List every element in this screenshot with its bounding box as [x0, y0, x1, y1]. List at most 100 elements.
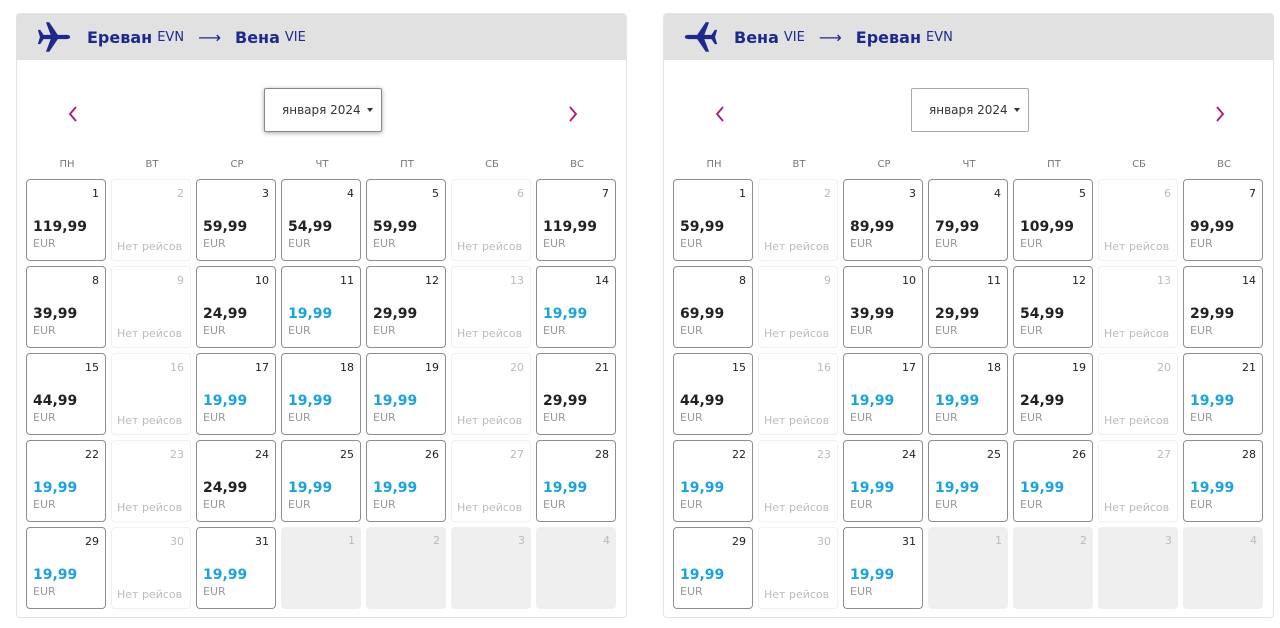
currency-label: EUR [850, 237, 873, 250]
weekday-label: ВТ [792, 159, 806, 170]
no-flights-label: Нет рейсов [764, 327, 830, 340]
weekday-label: ПН [59, 159, 75, 170]
day-number: 7 [602, 187, 609, 200]
no-flights-label: Нет рейсов [764, 240, 830, 253]
day-number: 4 [603, 534, 610, 547]
no-flights-label: Нет рейсов [1104, 240, 1170, 253]
day-cell[interactable]: 18 19,99 EUR [928, 353, 1008, 435]
weekday-label: ЧТ [962, 159, 976, 170]
day-cell[interactable]: 19 19,99 EUR [366, 353, 446, 435]
day-cell[interactable]: 8 39,99 EUR [26, 266, 106, 348]
next-month-button[interactable] [561, 102, 585, 126]
day-price: 44,99 [680, 393, 725, 409]
route-header: Вена VIE ⟶ Ереван EVN [664, 14, 1273, 60]
day-price: 24,99 [203, 480, 248, 496]
day-cell[interactable]: 14 29,99 EUR [1183, 266, 1263, 348]
day-cell[interactable]: 28 19,99 EUR [1183, 440, 1263, 522]
day-number: 24 [902, 448, 916, 461]
day-cell[interactable]: 26 19,99 EUR [366, 440, 446, 522]
day-cell[interactable]: 31 19,99 EUR [196, 527, 276, 609]
day-number: 4 [1250, 534, 1257, 547]
day-cell-next-month: 4 [1183, 527, 1263, 609]
currency-label: EUR [203, 411, 226, 424]
day-cell[interactable]: 15 44,99 EUR [673, 353, 753, 435]
day-cell[interactable]: 7 119,99 EUR [536, 179, 616, 261]
day-cell[interactable]: 12 54,99 EUR [1013, 266, 1093, 348]
day-number: 6 [517, 187, 524, 200]
day-cell[interactable]: 11 29,99 EUR [928, 266, 1008, 348]
prev-month-button[interactable] [61, 102, 85, 126]
day-cell[interactable]: 24 24,99 EUR [196, 440, 276, 522]
day-cell[interactable]: 17 19,99 EUR [196, 353, 276, 435]
weekday-label: СБ [485, 159, 499, 170]
day-cell[interactable]: 22 19,99 EUR [26, 440, 106, 522]
month-select[interactable]: января 2024 [911, 88, 1029, 132]
route-arrow: ⟶ [198, 27, 221, 47]
weekday-label: ПТ [1047, 159, 1061, 170]
day-cell-no-flights: 9 Нет рейсов [758, 266, 838, 348]
day-cell[interactable]: 19 24,99 EUR [1013, 353, 1093, 435]
day-price: 29,99 [543, 393, 588, 409]
day-cell[interactable]: 21 29,99 EUR [536, 353, 616, 435]
currency-label: EUR [543, 411, 566, 424]
day-cell[interactable]: 25 19,99 EUR [281, 440, 361, 522]
day-cell[interactable]: 5 109,99 EUR [1013, 179, 1093, 261]
caret-down-icon [367, 108, 373, 112]
day-cell-no-flights: 2 Нет рейсов [758, 179, 838, 261]
day-cell[interactable]: 8 69,99 EUR [673, 266, 753, 348]
currency-label: EUR [850, 585, 873, 598]
day-cell[interactable]: 31 19,99 EUR [843, 527, 923, 609]
day-cell[interactable]: 21 19,99 EUR [1183, 353, 1263, 435]
day-cell[interactable]: 28 19,99 EUR [536, 440, 616, 522]
day-number: 3 [1165, 534, 1172, 547]
day-number: 8 [739, 274, 746, 287]
currency-label: EUR [680, 585, 703, 598]
day-cell[interactable]: 18 19,99 EUR [281, 353, 361, 435]
prev-month-button[interactable] [708, 102, 732, 126]
day-price: 39,99 [850, 306, 895, 322]
day-price: 19,99 [680, 480, 725, 496]
day-cell[interactable]: 4 79,99 EUR [928, 179, 1008, 261]
day-price: 19,99 [543, 306, 588, 322]
month-select[interactable]: января 2024 [264, 88, 382, 132]
day-cell[interactable]: 7 99,99 EUR [1183, 179, 1263, 261]
day-cell[interactable]: 3 89,99 EUR [843, 179, 923, 261]
day-cell[interactable]: 26 19,99 EUR [1013, 440, 1093, 522]
currency-label: EUR [33, 411, 56, 424]
destination-code: EVN [926, 29, 953, 45]
day-cell[interactable]: 29 19,99 EUR [26, 527, 106, 609]
chevron-left-icon [68, 106, 77, 122]
day-cell[interactable]: 4 54,99 EUR [281, 179, 361, 261]
day-number: 17 [255, 361, 269, 374]
day-cell[interactable]: 10 24,99 EUR [196, 266, 276, 348]
day-cell[interactable]: 12 29,99 EUR [366, 266, 446, 348]
day-price: 39,99 [33, 306, 78, 322]
day-cell[interactable]: 14 19,99 EUR [536, 266, 616, 348]
day-number: 23 [817, 448, 831, 461]
currency-label: EUR [288, 498, 311, 511]
day-cell[interactable]: 1 59,99 EUR [673, 179, 753, 261]
day-cell[interactable]: 29 19,99 EUR [673, 527, 753, 609]
day-cell[interactable]: 15 44,99 EUR [26, 353, 106, 435]
next-month-button[interactable] [1208, 102, 1232, 126]
day-cell[interactable]: 25 19,99 EUR [928, 440, 1008, 522]
currency-label: EUR [203, 237, 226, 250]
day-cell[interactable]: 10 39,99 EUR [843, 266, 923, 348]
no-flights-label: Нет рейсов [117, 240, 183, 253]
day-cell[interactable]: 22 19,99 EUR [673, 440, 753, 522]
day-price: 59,99 [203, 219, 248, 235]
currency-label: EUR [1190, 237, 1213, 250]
day-cell[interactable]: 24 19,99 EUR [843, 440, 923, 522]
day-cell[interactable]: 5 59,99 EUR [366, 179, 446, 261]
day-number: 19 [425, 361, 439, 374]
day-number: 21 [1242, 361, 1256, 374]
day-price: 109,99 [1020, 219, 1075, 235]
currency-label: EUR [33, 324, 56, 337]
day-cell-no-flights: 23 Нет рейсов [111, 440, 191, 522]
day-cell[interactable]: 3 59,99 EUR [196, 179, 276, 261]
day-price: 19,99 [1190, 480, 1235, 496]
day-number: 5 [1079, 187, 1086, 200]
day-cell[interactable]: 17 19,99 EUR [843, 353, 923, 435]
